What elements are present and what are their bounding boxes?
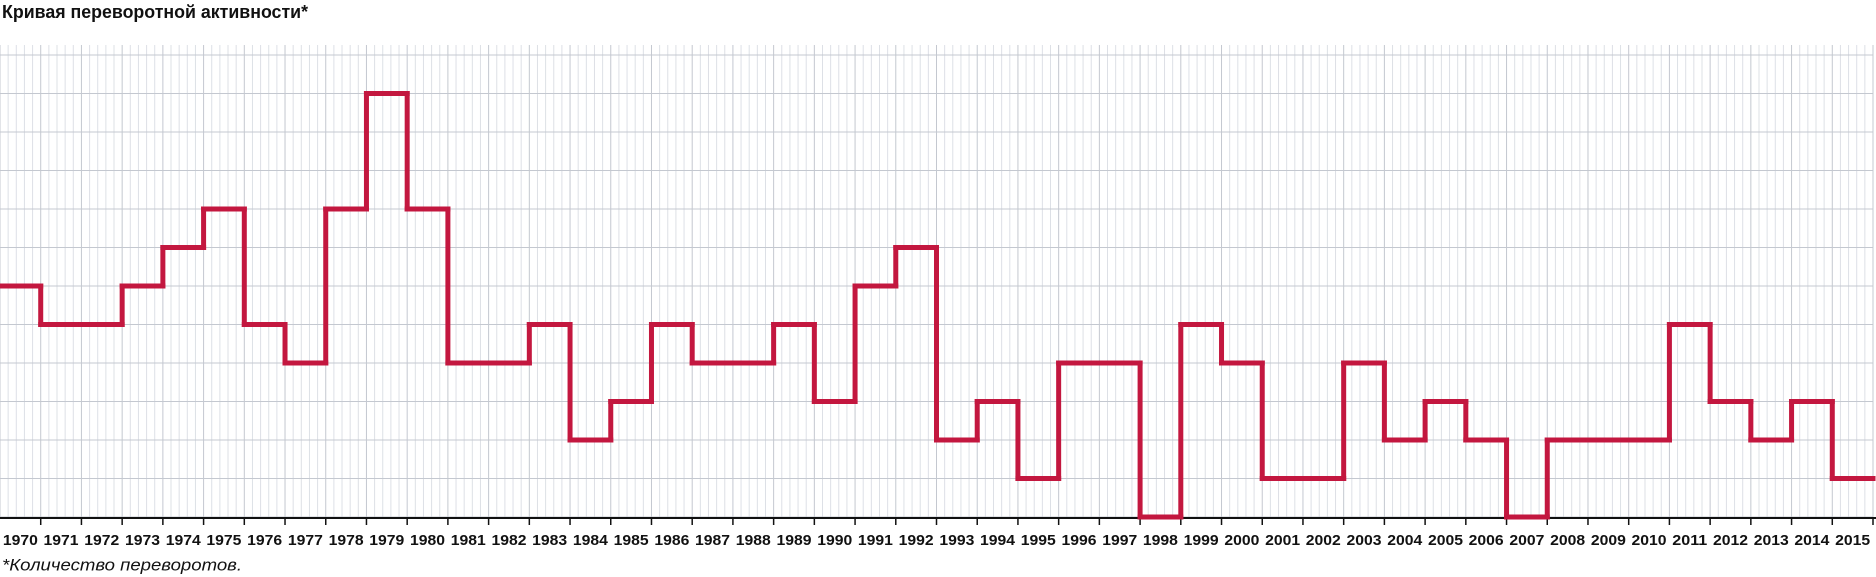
x-tick-label: 1988 [736, 532, 771, 549]
x-tick-label: 1979 [369, 532, 404, 549]
x-tick-label: 2000 [1224, 532, 1259, 549]
x-tick-label: 1970 [3, 532, 38, 549]
x-tick-label: 1992 [899, 532, 934, 549]
x-tick-label: 1977 [288, 532, 323, 549]
x-tick-label: 1984 [573, 532, 609, 549]
x-tick-label: 2006 [1469, 532, 1504, 549]
x-tick-label: 1980 [410, 532, 445, 549]
x-tick-label: 2014 [1794, 532, 1830, 549]
x-tick-label: 1994 [980, 532, 1016, 549]
x-tick-label: 1990 [817, 532, 852, 549]
x-tick-label: 1999 [1184, 532, 1219, 549]
x-tick-label: 1975 [206, 532, 241, 549]
x-tick-label: 1981 [451, 532, 486, 549]
plot: 1970 1971 1972 1973 1974 1975 1976 1977 1978 1979… [0, 91, 1876, 549]
x-tick-label: 1971 [44, 532, 79, 549]
x-tick-label: 1982 [491, 532, 526, 549]
x-tick-label: 2003 [1347, 532, 1382, 549]
footnote: *Количество переворотов. [2, 555, 242, 574]
x-tick-label: 1973 [125, 532, 160, 549]
x-tick-label: 1978 [329, 532, 364, 549]
x-tick-label: 2007 [1509, 532, 1544, 549]
x-tick-label: 1976 [247, 532, 282, 549]
x-tick-label: 2002 [1306, 532, 1341, 549]
x-tick-label: 1972 [84, 532, 119, 549]
x-tick-label: 2011 [1672, 532, 1707, 549]
x-tick-label: 1995 [1021, 532, 1056, 549]
x-tick-label: 1985 [614, 532, 649, 549]
chart-title: Кривая переворотной активности* [2, 2, 308, 22]
x-tick-label: 2015 [1835, 532, 1870, 549]
x-tick-label: 1987 [695, 532, 730, 549]
x-tick-label: 1974 [166, 532, 202, 549]
x-tick-label: 1991 [858, 532, 893, 549]
x-tick-label: 1996 [1062, 532, 1097, 549]
x-tick-label: 1997 [1102, 532, 1137, 549]
x-tick-label: 1989 [776, 532, 811, 549]
x-tick-label: 2013 [1754, 532, 1789, 549]
x-tick-label: 2005 [1428, 532, 1463, 549]
x-tick-label: 2008 [1550, 532, 1585, 549]
x-tick-label: 2012 [1713, 532, 1748, 549]
x-tick-label: 2004 [1387, 532, 1423, 549]
grid [0, 45, 1876, 519]
x-tick-label: 2009 [1591, 532, 1626, 549]
x-tick-label: 1986 [654, 532, 689, 549]
x-tick-label: 1983 [532, 532, 567, 549]
x-tick-label: 2010 [1632, 532, 1667, 549]
x-tick-label: 2001 [1265, 532, 1300, 549]
x-tick-label: 1998 [1143, 532, 1178, 549]
x-tick-label: 1993 [939, 532, 974, 549]
